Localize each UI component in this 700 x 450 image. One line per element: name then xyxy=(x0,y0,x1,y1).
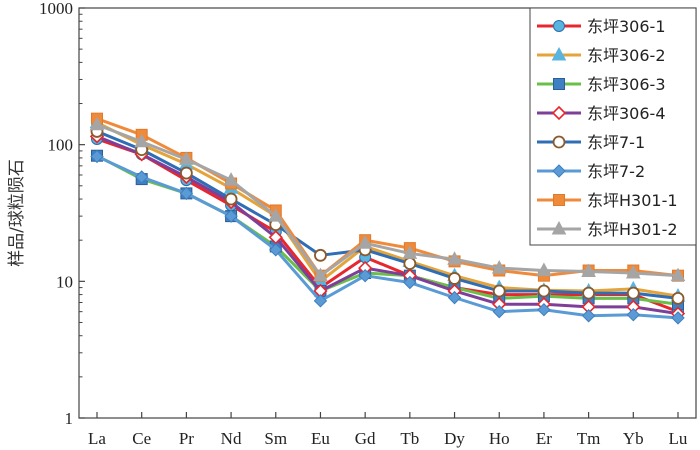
x-tick-label: Tm xyxy=(577,429,601,448)
marker-diamond xyxy=(671,311,685,325)
marker-triangle xyxy=(551,46,567,61)
legend-entry: 东坪306-4 xyxy=(537,104,666,123)
marker-square xyxy=(553,194,565,206)
x-tick-label: Er xyxy=(536,429,552,448)
x-tick-label: Pr xyxy=(179,429,194,448)
legend-label: 东坪306-1 xyxy=(587,17,666,36)
marker-diamond xyxy=(358,268,372,283)
x-axis: La Ce Pr Nd Sm Eu Gd Tb Dy Ho Er Tm Yb Lu xyxy=(88,412,688,448)
marker-triangle xyxy=(581,263,596,278)
marker-triangle xyxy=(551,220,567,235)
marker-circle-open xyxy=(314,248,327,262)
marker-circle-open xyxy=(492,284,506,298)
x-tick-label: Ho xyxy=(489,429,510,448)
x-tick-label: Lu xyxy=(669,429,688,448)
marker-triangle xyxy=(223,172,239,186)
x-tick-label: Sm xyxy=(264,429,287,448)
series-line xyxy=(96,121,679,298)
marker-circle-open xyxy=(626,286,640,300)
marker-diamond xyxy=(537,302,551,317)
marker-triangle xyxy=(268,208,284,222)
x-tick-label: Gd xyxy=(355,429,376,448)
marker-diamond xyxy=(269,243,283,257)
legend-label: 东坪306-2 xyxy=(587,46,666,65)
legend-label: 东坪306-4 xyxy=(587,104,666,123)
marker-circle-open xyxy=(582,286,596,300)
marker-diamond xyxy=(492,304,506,319)
y-tick-label: 10 xyxy=(56,272,73,291)
marker-diamond xyxy=(447,290,462,305)
marker-triangle xyxy=(447,251,462,265)
marker-circle-open xyxy=(179,166,193,180)
series-line xyxy=(96,130,679,300)
series-8 xyxy=(89,116,686,282)
legend-entry: 东坪H301-2 xyxy=(537,220,678,239)
series-6 xyxy=(90,149,685,325)
legend-entry: 东坪7-1 xyxy=(537,133,645,152)
legend-entry: 东坪7-2 xyxy=(537,162,645,181)
x-tick-label: Ce xyxy=(132,429,151,448)
marker-diamond xyxy=(403,275,417,290)
marker-triangle xyxy=(625,264,641,279)
legend-label: 东坪7-1 xyxy=(587,133,645,152)
y-tick-label: 1 xyxy=(65,409,74,428)
series-line xyxy=(96,155,679,320)
y-axis-label: 样品/球粒陨石 xyxy=(7,159,27,267)
marker-diamond xyxy=(224,209,238,223)
y-tick-label: 1000 xyxy=(39,0,73,18)
marker-diamond xyxy=(90,149,104,164)
x-tick-label: Yb xyxy=(623,429,644,448)
marker-triangle xyxy=(313,267,328,282)
marker-triangle xyxy=(402,245,418,259)
marker-circle-open xyxy=(552,135,566,149)
legend: 东坪306-1 东坪306-2 东坪306-3 东坪306-4 东坪7-1 东坪7-2 东坪… xyxy=(529,7,697,246)
marker-triangle xyxy=(536,262,552,277)
x-tick-label: Dy xyxy=(444,429,465,448)
x-tick-label: Tb xyxy=(400,429,419,448)
marker-square xyxy=(553,78,565,90)
marker-diamond xyxy=(626,307,641,322)
marker-diamond xyxy=(134,170,149,184)
marker-triangle xyxy=(89,116,105,131)
legend-label: 东坪306-3 xyxy=(587,75,666,94)
y-tick-label: 100 xyxy=(48,136,74,155)
legend-label: 东坪H301-2 xyxy=(587,220,678,239)
x-tick-label: Nd xyxy=(221,429,242,448)
x-tick-label: La xyxy=(88,429,106,448)
marker-diamond xyxy=(552,164,566,178)
marker-circle-open xyxy=(448,272,461,285)
series-5 xyxy=(90,125,685,305)
marker-circle-open xyxy=(224,192,238,206)
marker-circle-open xyxy=(537,284,551,298)
y-axis: 1 10 100 1000 xyxy=(39,0,85,428)
legend-label: 东坪7-2 xyxy=(587,162,645,181)
legend-label: 东坪H301-1 xyxy=(587,191,678,210)
legend-entry: 东坪H301-1 xyxy=(537,191,678,210)
series-line xyxy=(96,123,679,278)
marker-diamond xyxy=(313,294,328,308)
series-layer xyxy=(89,112,686,325)
marker-diamond xyxy=(179,186,194,201)
marker-triangle xyxy=(491,260,507,274)
series-line xyxy=(96,137,679,314)
legend-entry: 东坪306-3 xyxy=(537,75,666,94)
marker-triangle xyxy=(179,151,194,165)
legend-entry: 东坪306-2 xyxy=(537,46,666,65)
x-tick-label: Eu xyxy=(311,429,330,448)
marker-diamond-open xyxy=(551,105,567,121)
marker-diamond xyxy=(581,309,596,323)
marker-circle-open xyxy=(671,292,685,305)
marker-circle-open xyxy=(403,257,417,270)
marker-circle xyxy=(553,20,565,32)
marker-triangle xyxy=(134,133,150,148)
legend-entry: 东坪306-1 xyxy=(537,17,666,36)
marker-triangle xyxy=(670,267,686,282)
series-line xyxy=(96,134,679,316)
marker-triangle xyxy=(357,235,373,249)
